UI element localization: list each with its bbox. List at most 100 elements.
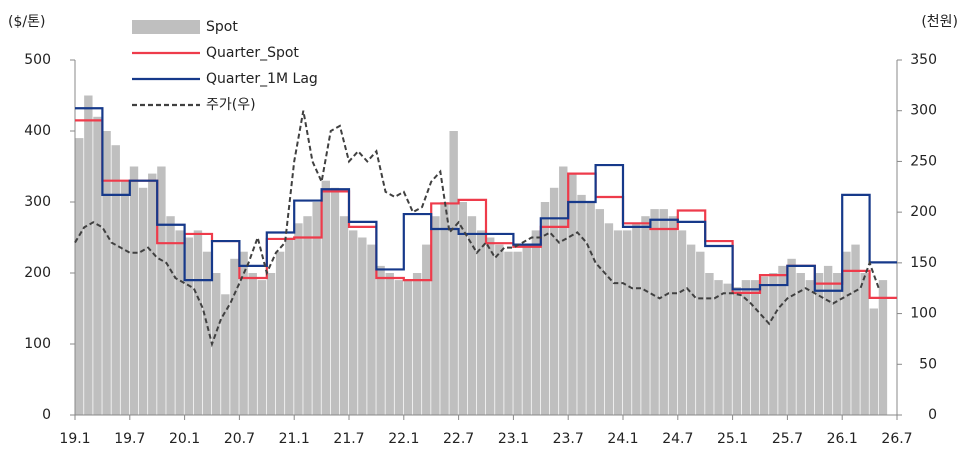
y-tick-label: 100 bbox=[24, 336, 51, 352]
x-tick-label: 23.1 bbox=[498, 431, 529, 447]
bar bbox=[75, 138, 84, 415]
bar bbox=[385, 273, 394, 415]
bar bbox=[93, 116, 102, 416]
bar bbox=[586, 202, 595, 415]
bar bbox=[833, 273, 842, 415]
bar bbox=[120, 180, 130, 415]
bar bbox=[303, 216, 312, 415]
bar bbox=[495, 244, 504, 415]
bar bbox=[266, 273, 276, 415]
legend-swatch bbox=[132, 20, 200, 34]
bar bbox=[595, 209, 605, 415]
y-tick-label: 500 bbox=[24, 52, 51, 68]
legend-label: Quarter_1M Lag bbox=[206, 71, 318, 87]
bar bbox=[175, 230, 184, 415]
bar bbox=[458, 202, 468, 415]
bar bbox=[504, 251, 513, 415]
bar bbox=[294, 223, 303, 415]
bar bbox=[212, 273, 221, 415]
bar bbox=[513, 251, 522, 415]
bar bbox=[148, 173, 157, 415]
bar bbox=[449, 131, 458, 415]
x-tick-label: 26.1 bbox=[827, 431, 858, 447]
bar bbox=[138, 187, 148, 415]
bar bbox=[358, 237, 367, 415]
x-tick-label: 20.7 bbox=[224, 431, 255, 447]
bar bbox=[878, 280, 888, 415]
bar bbox=[431, 216, 440, 415]
bar bbox=[760, 276, 769, 415]
bar bbox=[842, 251, 851, 415]
bar bbox=[330, 187, 340, 415]
bar bbox=[522, 244, 531, 415]
bar bbox=[221, 294, 230, 415]
bar bbox=[440, 202, 449, 415]
bar bbox=[741, 280, 751, 415]
bar bbox=[230, 258, 239, 415]
y-tick-label: 200 bbox=[24, 265, 51, 281]
bar bbox=[778, 265, 787, 415]
y2-tick-label: 200 bbox=[910, 204, 937, 220]
bar bbox=[166, 216, 175, 415]
x-tick-label: 22.7 bbox=[443, 431, 474, 447]
bar bbox=[403, 280, 413, 415]
x-tick-label: 25.1 bbox=[717, 431, 748, 447]
bar bbox=[486, 237, 495, 415]
bar bbox=[659, 209, 668, 415]
bar bbox=[714, 280, 723, 415]
y2-tick-label: 100 bbox=[910, 306, 937, 322]
bar bbox=[349, 230, 358, 415]
bar bbox=[376, 265, 385, 415]
bar bbox=[613, 230, 623, 415]
bar bbox=[193, 230, 203, 415]
bar bbox=[84, 95, 93, 415]
bar bbox=[677, 230, 687, 415]
bar bbox=[467, 216, 477, 415]
bar bbox=[184, 237, 194, 415]
x-tick-label: 25.7 bbox=[772, 431, 803, 447]
x-tick-label: 19.1 bbox=[59, 431, 90, 447]
bar bbox=[686, 244, 696, 415]
line bbox=[74, 110, 880, 348]
bar bbox=[559, 166, 568, 415]
y-tick-label: 300 bbox=[24, 194, 51, 210]
y2-tick-label: 150 bbox=[910, 255, 937, 271]
bar bbox=[202, 251, 212, 415]
bar bbox=[668, 216, 678, 415]
bar bbox=[723, 283, 732, 415]
x-tick-label: 26.7 bbox=[881, 431, 912, 447]
bar bbox=[531, 230, 541, 415]
bar bbox=[632, 223, 641, 415]
bar bbox=[650, 209, 659, 415]
bar bbox=[367, 244, 376, 415]
bar bbox=[851, 244, 860, 415]
bar bbox=[339, 216, 349, 415]
legend-label: Quarter_Spot bbox=[206, 45, 299, 61]
bar bbox=[769, 273, 778, 415]
bar bbox=[805, 280, 815, 415]
bar bbox=[796, 273, 805, 415]
bar bbox=[275, 251, 285, 415]
bar bbox=[412, 273, 422, 415]
legend-label: 주가(우) bbox=[206, 97, 256, 113]
bar bbox=[102, 131, 111, 415]
bar bbox=[239, 251, 248, 415]
bar bbox=[869, 308, 879, 415]
x-tick-label: 21.1 bbox=[279, 431, 310, 447]
bar bbox=[814, 273, 824, 415]
bar bbox=[129, 166, 139, 415]
x-tick-label: 24.1 bbox=[607, 431, 638, 447]
bar bbox=[285, 237, 294, 415]
y2-tick-label: 250 bbox=[910, 153, 937, 169]
bar bbox=[394, 280, 404, 415]
bar bbox=[321, 180, 331, 415]
bar bbox=[604, 223, 614, 415]
bar bbox=[549, 187, 559, 415]
legend: Spot Quarter_Spot Quarter_1M Lag 주가(우) bbox=[132, 19, 318, 113]
bar bbox=[623, 230, 632, 415]
x-tick-label: 20.1 bbox=[169, 431, 200, 447]
bar bbox=[641, 216, 650, 415]
bar bbox=[157, 166, 166, 415]
x-tick-label: 19.7 bbox=[114, 431, 145, 447]
